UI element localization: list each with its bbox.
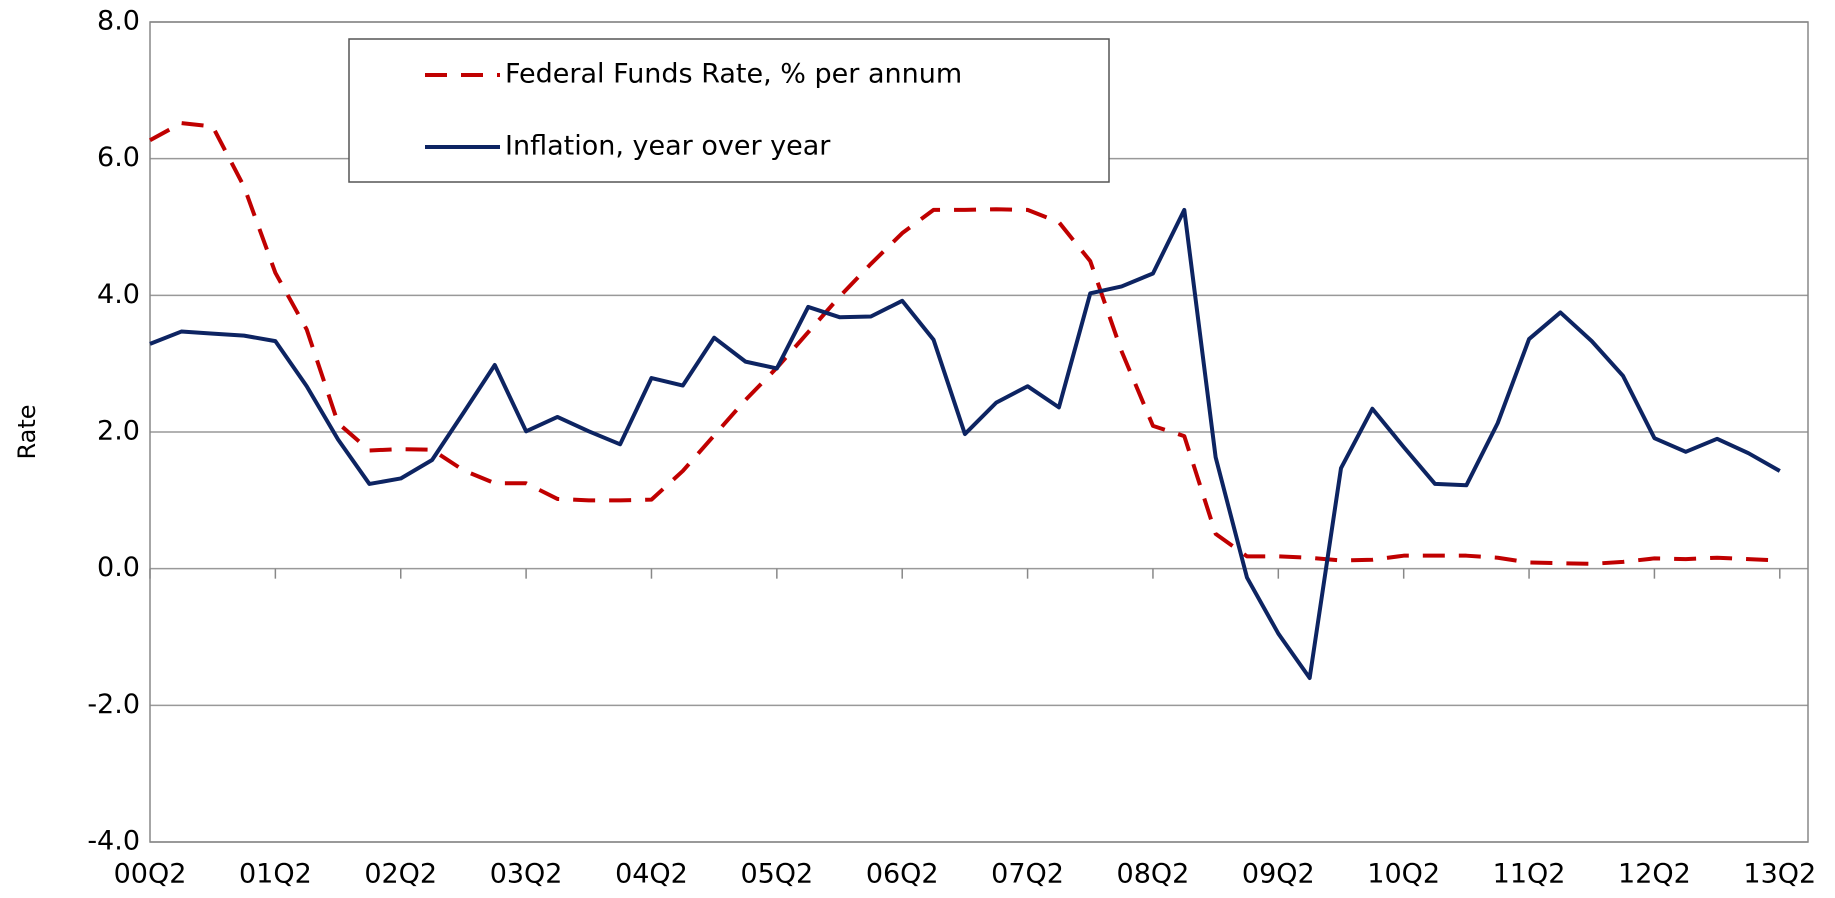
x-tick-label: 10Q2 — [1367, 859, 1440, 890]
y-tick-label: -4.0 — [87, 826, 140, 857]
x-tick-label: 07Q2 — [991, 859, 1064, 890]
x-tick-label: 03Q2 — [490, 859, 563, 890]
x-tick-label: 11Q2 — [1493, 859, 1566, 890]
legend-label: Inflation, year over year — [505, 131, 831, 162]
x-tick-label: 13Q2 — [1743, 859, 1816, 890]
x-tick-label: 12Q2 — [1618, 859, 1691, 890]
plot-frame — [149, 21, 1809, 843]
y-tick-label: 4.0 — [97, 279, 140, 310]
legend-label: Federal Funds Rate, % per annum — [505, 59, 962, 90]
y-tick-label: 8.0 — [97, 6, 140, 37]
line-series — [149, 207, 1781, 680]
legend-box — [348, 38, 1110, 183]
line-series — [149, 121, 1780, 566]
y-axis-label: Rate — [13, 404, 41, 459]
x-tick-label: 01Q2 — [239, 859, 312, 890]
x-tick-label: 05Q2 — [740, 859, 813, 890]
y-tick-label: 6.0 — [97, 142, 140, 173]
y-tick-label: 0.0 — [97, 552, 140, 583]
y-tick-label: -2.0 — [87, 689, 140, 720]
x-tick-label: 08Q2 — [1117, 859, 1190, 890]
x-tick-label: 00Q2 — [114, 859, 187, 890]
y-tick-label: 2.0 — [97, 416, 140, 447]
x-tick-label: 04Q2 — [615, 859, 688, 890]
x-tick-label: 09Q2 — [1242, 859, 1315, 890]
x-tick-label: 06Q2 — [866, 859, 939, 890]
x-tick-label: 02Q2 — [364, 859, 437, 890]
